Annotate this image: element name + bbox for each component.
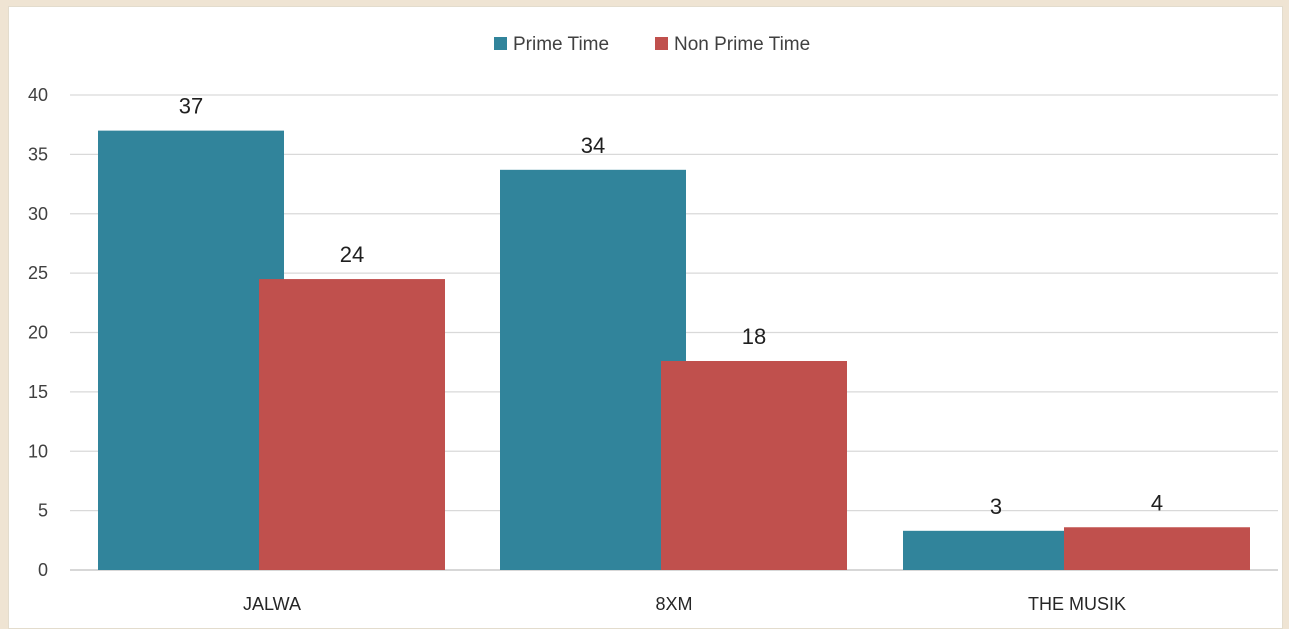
y-tick-label: 20 (28, 323, 48, 343)
data-label: 24 (340, 242, 364, 267)
bar-prime-time-jalwa (98, 130, 284, 570)
legend-swatch (655, 37, 668, 50)
legend: Prime Time Non Prime Time (494, 34, 810, 55)
y-tick-label: 30 (28, 204, 48, 224)
y-tick-label: 5 (38, 501, 48, 521)
bar-prime-time-the-musik (903, 530, 1089, 570)
bars (98, 130, 1250, 570)
bar-non-prime-time-8xm (661, 361, 847, 570)
data-label: 34 (581, 133, 605, 158)
bar-non-prime-time-the-musik (1064, 527, 1250, 570)
legend-label: Prime Time (513, 34, 609, 55)
x-category-label: THE MUSIK (1028, 594, 1126, 614)
data-label: 18 (742, 324, 766, 349)
y-tick-label: 35 (28, 144, 48, 164)
legend-swatch (494, 37, 507, 50)
y-tick-label: 15 (28, 382, 48, 402)
data-label: 3 (990, 494, 1002, 519)
y-tick-label: 0 (38, 560, 48, 580)
x-category-label: 8XM (655, 594, 692, 614)
bar-prime-time-8xm (500, 169, 686, 570)
legend-label: Non Prime Time (674, 34, 810, 55)
x-axis-categories: JALWA 8XM THE MUSIK (243, 594, 1126, 614)
x-category-label: JALWA (243, 594, 301, 614)
y-tick-label: 10 (28, 441, 48, 461)
data-label: 37 (179, 94, 203, 119)
bar-non-prime-time-jalwa (259, 279, 445, 570)
data-label: 4 (1151, 490, 1163, 515)
y-tick-label: 25 (28, 263, 48, 283)
y-tick-label: 40 (28, 85, 48, 105)
y-axis-ticks: 0 5 10 15 20 25 30 35 40 (28, 85, 48, 580)
